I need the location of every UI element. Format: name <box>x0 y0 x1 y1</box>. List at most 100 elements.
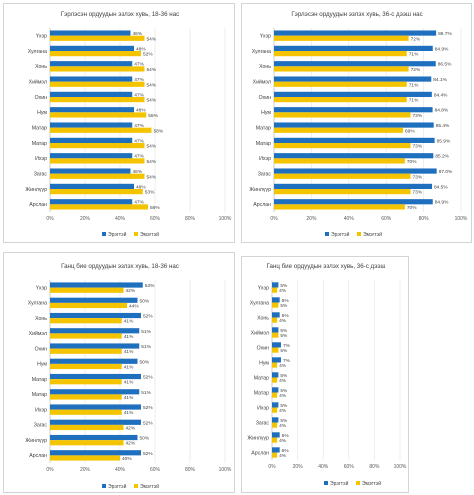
category-label: Охин <box>35 346 47 352</box>
female-data-label: 53% <box>145 190 155 196</box>
male-data-label: 6% <box>282 313 290 319</box>
female-data-label: 71% <box>409 82 419 88</box>
category-label: Хиймэл <box>251 329 269 336</box>
chart-svg-single-18-36: Ганц бие ордуудын эзлэх хувь, 18-36 нас 0… <box>25 263 232 490</box>
male-data-label: 50% <box>140 298 150 304</box>
legend-label: Эмэгтэй <box>140 483 159 490</box>
female-data-label: 58% <box>154 128 164 134</box>
male-bar <box>50 419 141 425</box>
male-data-label: 5% <box>280 403 288 409</box>
x-tick-label: 100% <box>394 464 407 470</box>
female-bar <box>272 347 279 353</box>
female-bar <box>50 51 141 57</box>
female-data-label: 41% <box>124 380 134 386</box>
female-bar <box>274 127 404 133</box>
male-bar <box>274 91 432 97</box>
legend-swatch <box>134 484 138 488</box>
male-data-label: 52% <box>143 405 153 411</box>
female-data-label: 41% <box>124 349 134 355</box>
x-tick-label: 20% <box>293 464 304 470</box>
x-tick-label: 80% <box>419 216 430 222</box>
male-data-label: 48% <box>136 184 146 190</box>
female-data-label: 5% <box>280 333 288 339</box>
category-label: Арслан <box>253 202 271 208</box>
female-bar <box>50 66 145 72</box>
male-bar <box>50 297 138 303</box>
female-data-label: 70% <box>407 159 417 165</box>
legend-swatch <box>324 481 328 485</box>
female-bar <box>274 35 409 41</box>
legend-label: Эмэгтэй <box>140 231 159 238</box>
male-bar <box>274 30 437 36</box>
male-bar <box>272 372 279 378</box>
female-bar <box>274 173 411 179</box>
female-data-label: 73% <box>413 174 423 180</box>
male-bar <box>50 61 133 67</box>
male-bar <box>274 122 434 128</box>
female-data-label: 54% <box>147 67 157 73</box>
legend-label: Эрэгтэй <box>108 231 127 238</box>
male-data-label: 84.9% <box>435 46 449 52</box>
male-bar <box>50 45 134 51</box>
female-data-label: 72% <box>411 36 421 42</box>
male-data-label: 52% <box>143 451 153 457</box>
female-data-label: 42% <box>126 441 136 447</box>
x-tick-label: 60% <box>150 467 161 473</box>
male-bar <box>50 137 133 143</box>
category-label: Жинлүүр <box>25 438 47 444</box>
category-label: Матар <box>32 377 47 383</box>
legend-label: Эрэгтэй <box>331 231 350 238</box>
female-data-label: 4% <box>279 288 287 294</box>
female-bar <box>274 81 407 87</box>
female-bar <box>50 97 145 103</box>
male-bar <box>274 45 433 51</box>
male-data-label: 52% <box>143 420 153 426</box>
male-bar <box>272 402 279 408</box>
x-tick-label: 0% <box>46 216 54 222</box>
category-label: Матар <box>256 141 271 147</box>
category-label: Матар <box>32 141 47 147</box>
female-bar <box>50 394 122 400</box>
female-bar <box>274 204 405 210</box>
female-bar <box>50 189 143 195</box>
male-bar <box>272 432 280 438</box>
male-bar <box>272 297 280 303</box>
legend-label: Эрэгтэй <box>330 480 349 487</box>
female-bar <box>274 51 407 57</box>
male-bar <box>50 434 138 441</box>
category-label: Нум <box>259 360 269 366</box>
female-data-label: 54% <box>147 144 157 150</box>
category-label: Ихэр <box>257 405 269 411</box>
x-tick-label: 100% <box>219 467 232 473</box>
male-data-label: 5% <box>280 388 288 394</box>
category-label: Жинлүүр <box>247 435 269 441</box>
female-bar <box>274 143 411 149</box>
female-data-label: 41% <box>124 319 134 325</box>
female-bar <box>50 127 152 133</box>
legend-swatch <box>356 481 360 485</box>
male-bar <box>272 282 279 288</box>
male-data-label: 47% <box>134 62 144 68</box>
chart-svg-single-36-plus: Ганц бие ордуудын эзлэх хувь, 36-с дээш 0… <box>247 263 407 487</box>
male-bar <box>274 76 432 82</box>
male-bar <box>274 137 435 143</box>
chart-panel-married-36-plus: Гэрлэсэн ордуудын эзлэх хувь, 36-с дээш … <box>241 3 472 243</box>
male-bar <box>274 153 434 159</box>
category-label: Хонь <box>35 316 47 322</box>
female-bar <box>50 424 124 431</box>
category-label: Хонь <box>259 64 271 70</box>
male-bar <box>50 153 133 159</box>
male-bar <box>50 373 141 380</box>
female-data-label: 73% <box>413 144 423 150</box>
category-label: Загас <box>34 423 48 429</box>
x-tick-label: 40% <box>318 464 329 470</box>
female-bar <box>272 377 278 383</box>
male-bar <box>50 404 141 410</box>
male-bar <box>274 61 436 67</box>
chart-title: Ганц бие ордуудын эзлэх хувь, 18-36 нас <box>61 263 179 270</box>
female-bar <box>50 112 147 118</box>
female-bar <box>272 407 278 413</box>
male-data-label: 47% <box>134 154 144 160</box>
category-label: Хонь <box>35 64 47 70</box>
male-bar <box>50 122 133 128</box>
